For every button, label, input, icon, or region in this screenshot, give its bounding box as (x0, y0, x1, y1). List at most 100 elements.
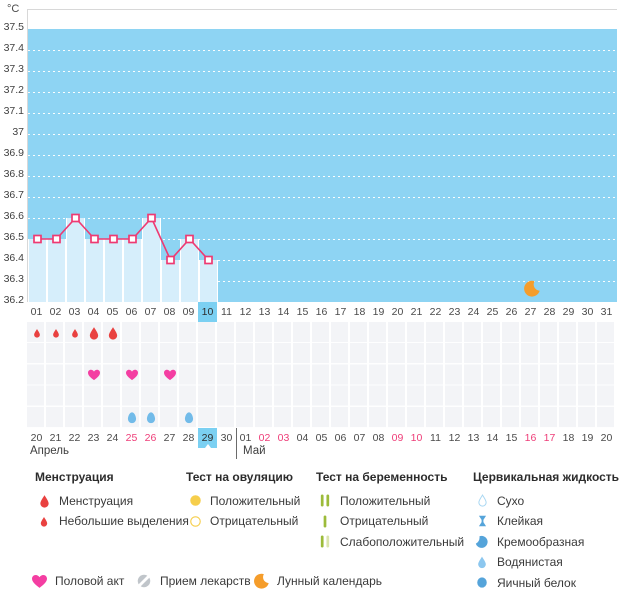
cycle-day-cell[interactable]: 20 (391, 306, 404, 318)
y-axis-tick-label: 36.2 (3, 294, 24, 306)
calendar-day-cell-selected[interactable]: 29 (198, 428, 217, 448)
cycle-day-cell[interactable]: 18 (353, 306, 366, 318)
month-divider (236, 428, 237, 459)
calendar-day-cell[interactable]: 06 (334, 432, 347, 444)
temperature-marker (52, 234, 61, 244)
cycle-day-cell[interactable]: 25 (486, 306, 499, 318)
temperature-bar-fill (124, 239, 141, 302)
cycle-day-cell-selected[interactable]: 10 (198, 302, 217, 322)
calendar-day-cell[interactable]: 22 (68, 432, 81, 444)
legend-item-label: Водянистая (497, 555, 563, 569)
calendar-day-cell[interactable]: 02 (258, 432, 271, 444)
month-labels: Апрель Май (27, 445, 616, 460)
calendar-day-cell[interactable]: 30 (220, 432, 233, 444)
calendar-day-cell[interactable]: 12 (448, 432, 461, 444)
cycle-day-cell[interactable]: 01 (30, 306, 43, 318)
test-positive-icon (320, 494, 330, 507)
cycle-day-cell[interactable]: 16 (315, 306, 328, 318)
calendar-day-cell[interactable]: 14 (486, 432, 499, 444)
calendar-day-cell[interactable]: 16 (524, 432, 537, 444)
cycle-day-cell[interactable]: 21 (410, 306, 423, 318)
cycle-day-cell[interactable]: 29 (562, 306, 575, 318)
calendar-day-cell[interactable]: 01 (239, 432, 252, 444)
calendar-day-cell[interactable]: 26 (144, 432, 157, 444)
calendar-day-cell[interactable]: 27 (163, 432, 176, 444)
calendar-day-cell[interactable]: 28 (182, 432, 195, 444)
test-positive-icon (316, 492, 334, 509)
menstruation-symbol (106, 325, 119, 341)
calendar-day-cell[interactable]: 07 (353, 432, 366, 444)
cycle-day-cell[interactable]: 05 (106, 306, 119, 318)
legend-item-label: Небольшие выделения (59, 514, 189, 528)
temperature-marker (90, 234, 99, 244)
calendar-day-cell[interactable]: 09 (391, 432, 404, 444)
symbol-grid (27, 322, 616, 428)
sticky-icon (473, 514, 491, 528)
calendar-day-cell[interactable]: 13 (467, 432, 480, 444)
cycle-day-cell[interactable]: 22 (429, 306, 442, 318)
calendar-day-cell[interactable]: 08 (372, 432, 385, 444)
y-axis-tick-label: 36.6 (3, 210, 24, 222)
legend-item: Отрицательный (316, 514, 464, 529)
temperature-bar-fill (48, 239, 65, 302)
creamy-icon (475, 535, 488, 548)
cycle-day-cell[interactable]: 26 (505, 306, 518, 318)
calendar-day-cell[interactable]: 25 (125, 432, 138, 444)
cycle-day-cell[interactable]: 02 (49, 306, 62, 318)
calendar-day-cell[interactable]: 18 (562, 432, 575, 444)
temperature-bar-fill (162, 260, 179, 302)
drop-small-icon (35, 515, 53, 528)
intercourse-heart-icon (87, 370, 100, 381)
cycle-day-cell[interactable]: 08 (163, 306, 176, 318)
cycle-day-cell[interactable]: 27 (524, 306, 537, 318)
cycle-day-cell[interactable]: 12 (239, 306, 252, 318)
cycle-day-cell[interactable]: 14 (277, 306, 290, 318)
legend-item: Клейкая (473, 514, 619, 529)
temperature-marker (71, 213, 80, 223)
cycle-day-cell[interactable]: 06 (125, 306, 138, 318)
cycle-day-cell[interactable]: 30 (581, 306, 594, 318)
circle-outline-icon (189, 515, 201, 527)
calendar-day-cell[interactable]: 05 (315, 432, 328, 444)
legend-footer-item-label: Лунный календарь (277, 574, 383, 588)
selected-day-notch (204, 444, 211, 448)
y-axis-tick-label: 36.4 (3, 252, 24, 264)
gridline (28, 92, 617, 93)
calendar-day-cell[interactable]: 04 (296, 432, 309, 444)
cycle-day-cell[interactable]: 23 (448, 306, 461, 318)
calendar-day-cell[interactable]: 15 (505, 432, 518, 444)
test-negative-icon (323, 515, 327, 527)
calendar-day-cell[interactable]: 23 (87, 432, 100, 444)
calendar-day-cell[interactable]: 24 (106, 432, 119, 444)
cycle-day-cell[interactable]: 24 (467, 306, 480, 318)
calendar-day-cell[interactable]: 19 (581, 432, 594, 444)
cycle-day-cell[interactable]: 04 (87, 306, 100, 318)
legend-item: Положительный (186, 493, 300, 508)
cycle-day-cell[interactable]: 28 (543, 306, 556, 318)
calendar-day-cell[interactable]: 11 (430, 432, 441, 444)
calendar-day-cell[interactable]: 20 (600, 432, 613, 444)
cycle-day-cell[interactable]: 09 (182, 306, 195, 318)
gridline (28, 281, 617, 282)
cycle-day-cell[interactable]: 07 (144, 306, 157, 318)
y-axis-tick-label: 37.1 (3, 105, 24, 117)
gridline (28, 260, 617, 261)
cycle-day-cell[interactable]: 31 (600, 306, 613, 318)
cycle-day-cell[interactable]: 13 (258, 306, 271, 318)
calendar-day-cell[interactable]: 10 (410, 432, 423, 444)
calendar-day-cell[interactable]: 03 (277, 432, 290, 444)
cycle-day-cell[interactable]: 03 (68, 306, 81, 318)
calendar-day-cell[interactable]: 20 (30, 432, 43, 444)
calendar-day-cell[interactable]: 17 (543, 432, 556, 444)
legend-item: Водянистая (473, 555, 619, 570)
temperature-bar-fill (67, 218, 84, 302)
cycle-day-cell[interactable]: 15 (296, 306, 309, 318)
cycle-day-cell[interactable]: 17 (334, 306, 347, 318)
calendar-day-cell[interactable]: 21 (49, 432, 62, 444)
cycle-day-cell[interactable]: 19 (372, 306, 385, 318)
legend-footer-item: Половой акт (30, 571, 124, 591)
legend-section-title: Тест на овуляцию (186, 470, 293, 484)
cycle-day-cell[interactable]: 11 (221, 306, 232, 318)
y-axis-tick-label: 36.7 (3, 189, 24, 201)
y-axis-tick-label: 36.9 (3, 147, 24, 159)
